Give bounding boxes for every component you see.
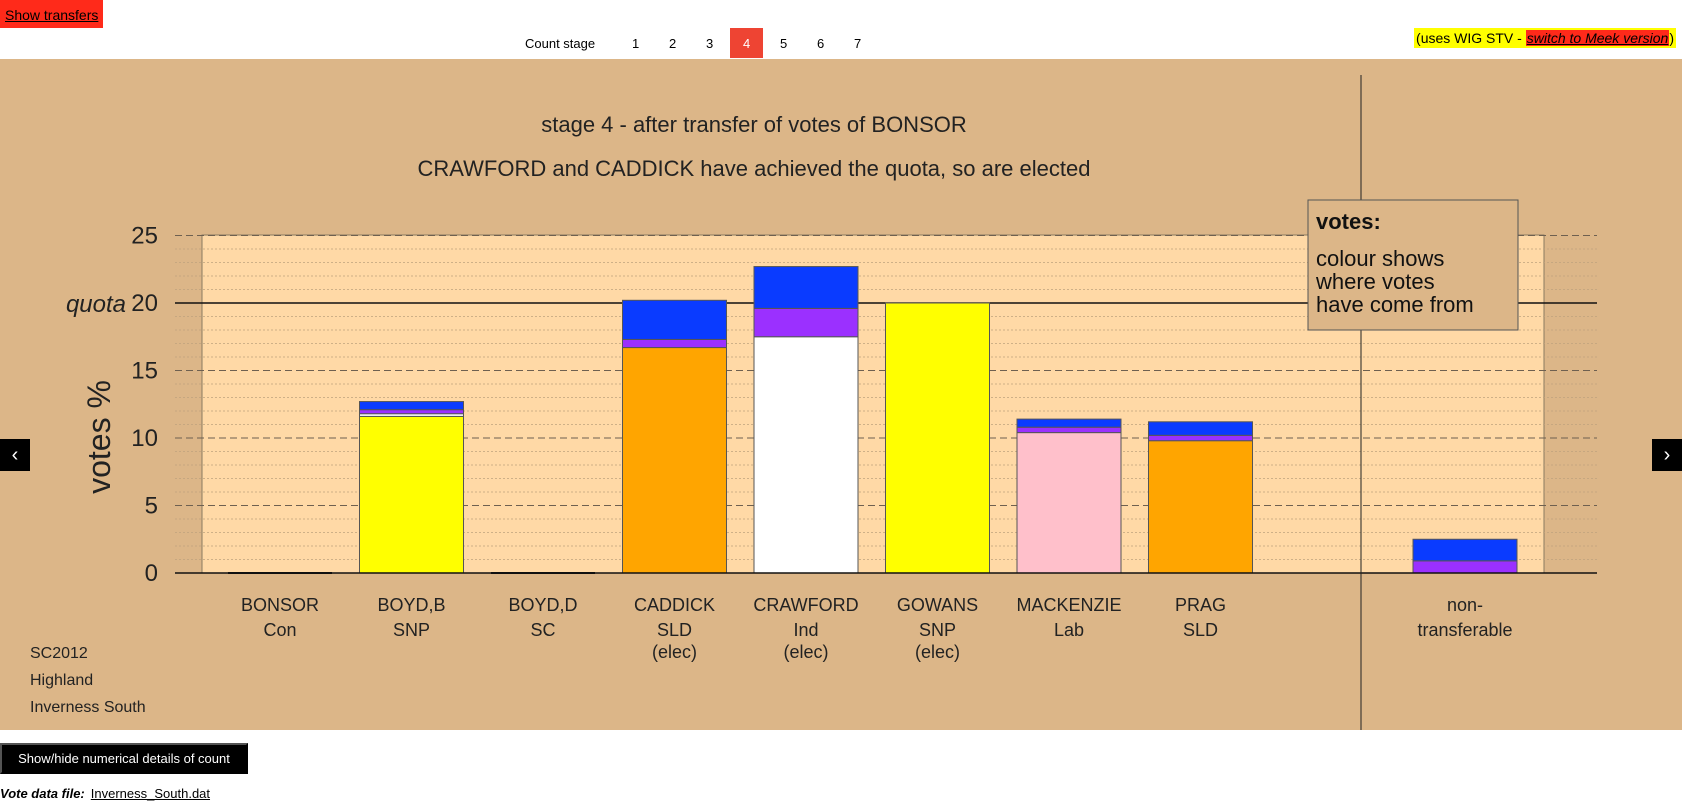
bar-nontransferable-segment-blue bbox=[1412, 538, 1518, 562]
stage-button-5[interactable]: 5 bbox=[779, 35, 788, 51]
bar-boyd-b-segment-yellow bbox=[359, 415, 464, 574]
candidate-party-caddick: SLD bbox=[657, 620, 692, 640]
candidate-party-crawford: Ind bbox=[793, 620, 818, 640]
vote-file-link[interactable]: Inverness_South.dat bbox=[90, 786, 211, 801]
bar-crawford-segment-blue bbox=[753, 266, 859, 309]
candidate-party-boyd-b: SNP bbox=[393, 620, 430, 640]
legend-line-2: where votes bbox=[1315, 269, 1435, 294]
show-transfers-button[interactable]: Show transfers bbox=[0, 0, 104, 28]
y-tick-label: 15 bbox=[131, 358, 158, 385]
vote-data-file: Vote data file: Inverness_South.dat bbox=[0, 786, 210, 801]
candidate-name-mackenzie: MACKENZIE bbox=[1016, 595, 1121, 615]
bar-prag-segment-purple bbox=[1148, 434, 1253, 442]
candidate-status-caddick: (elec) bbox=[652, 642, 697, 662]
y-tick-label: 10 bbox=[131, 425, 158, 452]
y-tick-label: 20 bbox=[131, 290, 158, 317]
bar-nontransferable-segment-purple bbox=[1412, 560, 1518, 574]
bar-crawford-segment-purple bbox=[753, 307, 859, 338]
stage-button-7[interactable]: 7 bbox=[853, 35, 862, 51]
wig-stv-note: (uses WIG STV - switch to Meek version) bbox=[1414, 28, 1676, 48]
vote-file-label: Vote data file: bbox=[0, 786, 85, 801]
y-tick-label: 0 bbox=[145, 560, 158, 587]
bar-prag-segment-blue bbox=[1148, 421, 1253, 436]
quota-label: quota bbox=[66, 291, 126, 318]
stv-chart: 0 5 10 15 20 25 BONSOR Con BOYD,B SNP BOYD,D SC CADD… bbox=[30, 75, 1597, 730]
candidate-name-boyd-d: BOYD,D bbox=[508, 595, 577, 615]
wig-note-prefix: (uses WIG STV - bbox=[1416, 30, 1526, 46]
election-info-line-2: Highland bbox=[30, 672, 93, 689]
numerical-details-button[interactable]: Show/hide numerical details of count bbox=[0, 743, 248, 774]
legend-box: votes: colour shows where votes have com… bbox=[1307, 199, 1519, 331]
legend-line-3: have come from bbox=[1316, 292, 1474, 317]
stage-button-1[interactable]: 1 bbox=[631, 35, 640, 51]
chart-title: stage 4 - after transfer of votes of BON… bbox=[541, 112, 967, 137]
candidate-status-crawford: (elec) bbox=[783, 642, 828, 662]
bar-mackenzie-segment-purple bbox=[1016, 426, 1122, 434]
candidate-party-boyd-d: SC bbox=[530, 620, 555, 640]
candidate-name-crawford: CRAWFORD bbox=[753, 595, 858, 615]
stage-button-2[interactable]: 2 bbox=[668, 35, 677, 51]
stage-button-6[interactable]: 6 bbox=[816, 35, 825, 51]
bar-mackenzie-segment-blue bbox=[1016, 418, 1122, 428]
candidate-party-prag: SLD bbox=[1183, 620, 1218, 640]
candidate-name-gowans: GOWANS bbox=[897, 595, 978, 615]
stage-button-4[interactable]: 4 bbox=[730, 28, 764, 58]
legend-title: votes: bbox=[1316, 209, 1381, 234]
bar-prag-segment-orange bbox=[1148, 440, 1253, 574]
candidate-party-mackenzie: Lab bbox=[1054, 620, 1084, 640]
y-axis-label: votes % bbox=[81, 380, 117, 494]
count-stage-label: Count stage bbox=[525, 35, 596, 51]
candidate-name-prag: PRAG bbox=[1175, 595, 1226, 615]
chart-panel: 0 5 10 15 20 25 BONSOR Con BOYD,B SNP BOYD,D SC CADD… bbox=[0, 59, 1682, 730]
switch-to-meek-link[interactable]: switch to Meek version bbox=[1525, 30, 1670, 46]
chart-subtitle: CRAWFORD and CADDICK have achieved the q… bbox=[418, 156, 1091, 181]
bar-gowans-segment-yellow bbox=[885, 302, 990, 574]
wig-note-suffix: ) bbox=[1669, 30, 1674, 46]
candidate-name-boyd-b: BOYD,B bbox=[377, 595, 445, 615]
bar-boyd-b-segment-purple bbox=[359, 409, 464, 415]
bar-mackenzie-segment-pink bbox=[1016, 432, 1122, 574]
nontransferable-label-1: non- bbox=[1447, 595, 1483, 615]
y-tick-label: 25 bbox=[131, 223, 158, 250]
bar-caddick-segment-orange bbox=[622, 347, 727, 574]
y-tick-label: 5 bbox=[145, 493, 158, 520]
election-info-line-1: SC2012 bbox=[30, 645, 88, 662]
candidate-party-bonsor: Con bbox=[263, 620, 296, 640]
stage-button-3[interactable]: 3 bbox=[705, 35, 714, 51]
candidate-party-gowans: SNP bbox=[919, 620, 956, 640]
nontransferable-label-2: transferable bbox=[1417, 620, 1512, 640]
next-stage-button[interactable]: › bbox=[1652, 439, 1682, 471]
prev-stage-button[interactable]: ‹ bbox=[0, 439, 30, 471]
bar-caddick-segment-purple bbox=[622, 338, 727, 349]
candidate-status-gowans: (elec) bbox=[915, 642, 960, 662]
bar-crawford-segment-white bbox=[753, 336, 859, 574]
election-info-line-3: Inverness South bbox=[30, 699, 146, 716]
candidate-name-caddick: CADDICK bbox=[634, 595, 715, 615]
bar-boyd-b-segment-blue bbox=[359, 401, 464, 411]
bar-caddick-segment-blue bbox=[622, 299, 727, 340]
candidate-name-bonsor: BONSOR bbox=[241, 595, 319, 615]
legend-line-1: colour shows bbox=[1316, 246, 1444, 271]
legend-frame bbox=[1307, 199, 1519, 331]
